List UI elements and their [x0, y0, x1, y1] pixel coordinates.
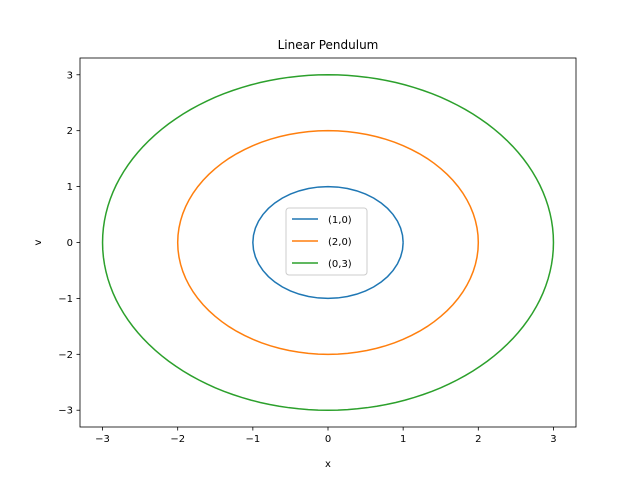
legend-label-3: (0,3)	[328, 259, 352, 270]
legend: (1,0) (2,0) (0,3)	[285, 207, 368, 276]
y-axis: −3 −2 −1 0 1 2 3	[58, 70, 80, 417]
y-axis-label: v	[33, 239, 44, 245]
legend-label-1: (1,0)	[328, 215, 352, 226]
y-tick-label: 3	[67, 70, 73, 81]
x-tick-label: 3	[550, 434, 556, 445]
legend-box	[285, 207, 368, 276]
series-line-2	[176, 129, 480, 356]
x-tick-label: −1	[245, 434, 260, 445]
x-axis: −3 −2 −1 0 1 2 3	[95, 427, 557, 445]
y-tick-label: −2	[58, 350, 73, 361]
series-layer	[101, 74, 555, 411]
y-tick-label: −3	[58, 406, 73, 417]
series-line-1	[252, 185, 404, 300]
x-tick-label: −3	[95, 434, 110, 445]
x-tick-label: 0	[325, 434, 331, 445]
x-tick-label: 1	[400, 434, 406, 445]
series-line-3	[101, 74, 555, 411]
x-tick-label: −2	[170, 434, 185, 445]
y-tick-label: 1	[67, 182, 73, 193]
chart-title: Linear Pendulum	[278, 38, 379, 52]
x-tick-label: 2	[475, 434, 481, 445]
legend-label-2: (2,0)	[328, 237, 352, 248]
y-tick-label: −1	[58, 294, 73, 305]
y-tick-label: 0	[67, 238, 73, 249]
x-axis-label: x	[325, 459, 331, 470]
y-tick-label: 2	[67, 126, 73, 137]
